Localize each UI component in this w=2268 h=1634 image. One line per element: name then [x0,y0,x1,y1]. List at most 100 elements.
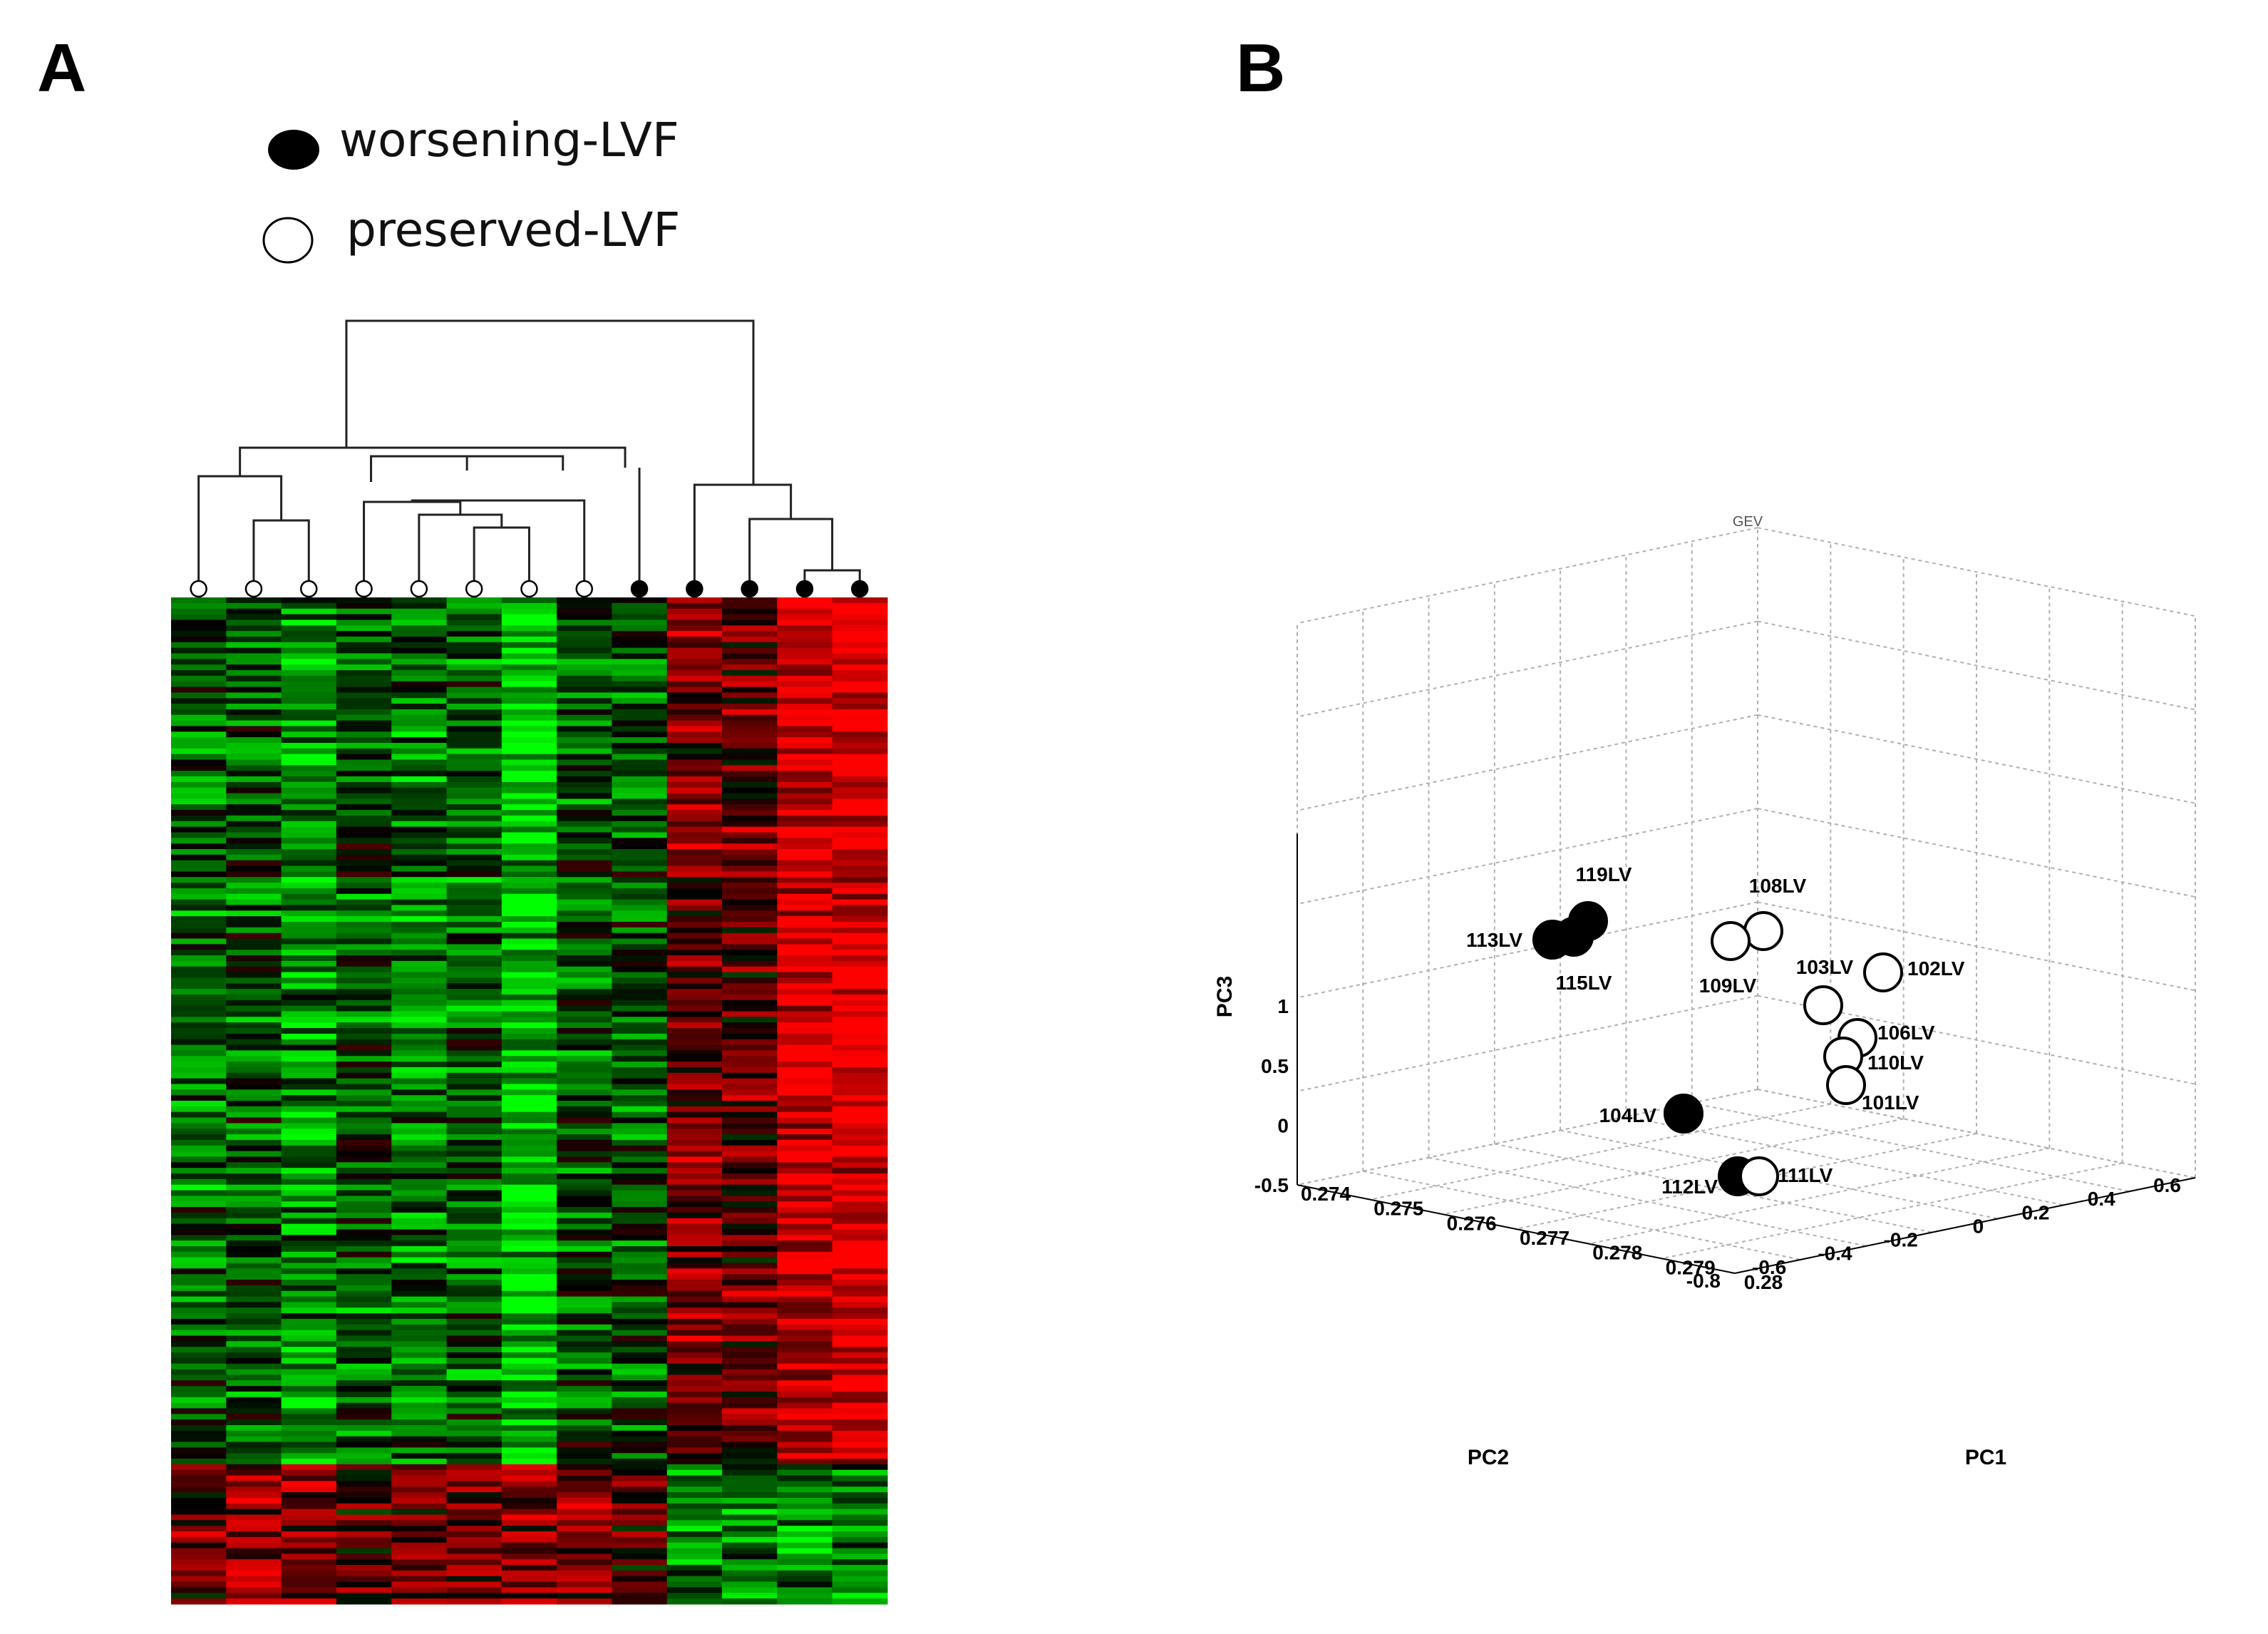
heatmap-cell [557,1526,612,1532]
heatmap-cell [612,849,668,855]
heatmap-cell [557,877,612,883]
heatmap-cell [666,972,723,978]
heatmap-cell [666,1274,723,1280]
heatmap-cell [777,748,833,755]
heatmap-cell [336,1263,392,1269]
heatmap-cell [226,899,282,905]
heatmap-cell [446,1386,502,1392]
heatmap-cell [557,1570,612,1577]
heatmap-cell [391,1402,448,1409]
heatmap-cell [832,893,888,900]
heatmap-cell [391,966,448,973]
heatmap-cell [501,1296,557,1302]
heatmap-cell [281,1380,337,1387]
heatmap-cell [171,1509,227,1515]
heatmap-cell [612,966,668,973]
heatmap-cell [336,1184,392,1191]
heatmap-cell [226,1542,282,1549]
heatmap-cell [501,1581,557,1588]
heatmap-cell [666,1285,723,1292]
heatmap-cell [832,698,888,704]
heatmap-cell [722,804,778,811]
heatmap-cell [501,871,557,878]
heatmap-cell [171,787,227,794]
heatmap-cell [446,614,502,620]
heatmap-cell [446,1201,502,1208]
heatmap-cell [226,1503,282,1510]
heatmap-cell [557,1498,612,1504]
heatmap-cell [666,1044,723,1051]
heatmap-cell [446,647,502,654]
heatmap-cell [501,1062,557,1068]
heatmap-cell [722,1374,778,1381]
heatmap-cell [171,1442,227,1448]
heatmap-cell [226,1357,282,1365]
heatmap-cell [666,1335,723,1342]
heatmap-cell [171,1280,227,1286]
heatmap-cell [832,1274,888,1280]
heatmap-cell [501,966,557,973]
heatmap-cell [666,1235,723,1241]
heatmap-cell [832,983,888,990]
heatmap-cell [612,1089,668,1096]
heatmap-cell [832,1223,888,1230]
heatmap-cell [171,704,227,710]
heatmap-cell [832,1184,888,1191]
heatmap-cell [281,1184,337,1191]
data-point [1739,1156,1779,1196]
heatmap-cell [666,1056,723,1062]
heatmap-cell [777,1072,833,1079]
heatmap-cell [722,1190,778,1196]
heatmap-cell [777,664,833,671]
heatmap-cell [557,983,612,990]
heatmap-cell [666,726,723,732]
heatmap-cell [226,1347,282,1353]
heatmap-cell [226,1111,282,1119]
heatmap-cell [612,1145,668,1152]
heatmap-cell [777,1212,833,1219]
heatmap-cell [171,838,227,844]
heatmap-cell [281,1442,337,1448]
heatmap-cell [722,1352,778,1359]
heatmap-cell [557,1072,612,1079]
heatmap-cell [336,1039,392,1046]
heatmap-cell [722,1173,778,1180]
heatmap-cell [722,787,778,794]
heatmap-cell [171,843,227,850]
heatmap-cell [226,1184,282,1191]
heatmap-cell [171,888,227,895]
heatmap-cell [171,1492,227,1499]
heatmap-cell [501,1514,557,1521]
heatmap-cell [281,1419,337,1426]
heatmap-cell [336,1374,392,1381]
heatmap-cell [336,1212,392,1219]
heatmap-cell [832,748,888,755]
heatmap-cell [171,1581,227,1588]
point-label: 111LV [1778,1164,1833,1186]
heatmap-cell [391,776,448,783]
heatmap-cell [722,1117,778,1124]
heatmap-cell [777,1570,833,1577]
heatmap-cell [446,960,502,967]
dendrogram-leaf-marker [244,580,263,598]
heatmap-cell [777,843,833,850]
heatmap-cell [722,1486,778,1493]
heatmap-cell [446,927,502,934]
heatmap-cell [336,1106,392,1113]
heatmap-cell [281,983,337,990]
heatmap-cell [501,704,557,710]
heatmap-cell [336,1386,392,1392]
heatmap-cell [832,1095,888,1101]
heatmap-cell [612,1447,668,1454]
heatmap-cell [281,832,337,838]
heatmap-cell [336,698,392,704]
heatmap-cell [391,743,448,749]
heatmap-cell [281,631,337,637]
heatmap-cell [171,883,227,889]
heatmap-cell [832,625,888,632]
heatmap-cell [832,1050,888,1057]
heatmap-cell [666,781,723,788]
heatmap-cell [557,1178,612,1186]
heatmap-cell [612,754,668,760]
heatmap-cell [777,1251,833,1258]
